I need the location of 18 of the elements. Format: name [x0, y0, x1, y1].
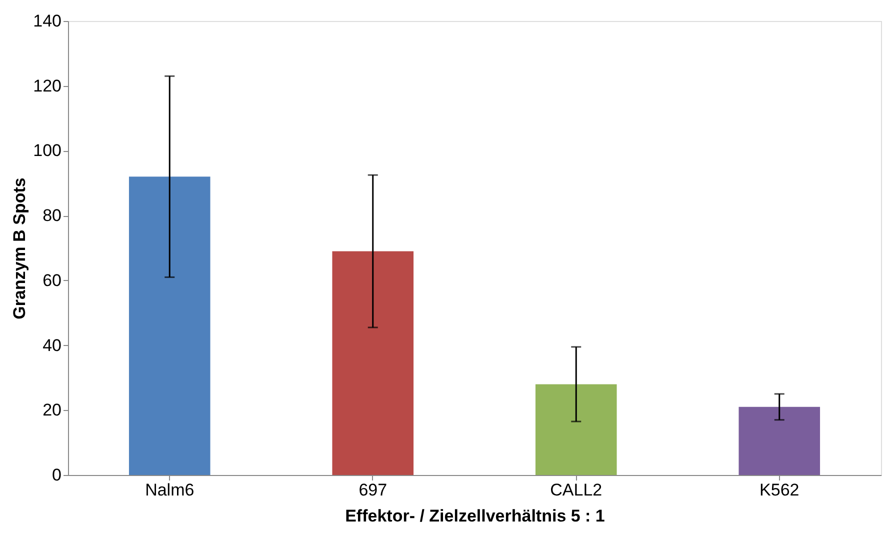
y-axis-title: Granzym B Spots: [10, 178, 30, 320]
bar: [738, 406, 820, 475]
x-tick-label: CALL2: [550, 480, 602, 500]
y-tick-label: 100: [33, 141, 62, 160]
bar: [535, 384, 617, 475]
y-tick-label: 0: [52, 466, 62, 484]
y-tick-label: 120: [33, 76, 62, 96]
x-axis-title: Effektor- / Zielzellverhältnis 5 : 1: [345, 506, 605, 526]
y-tick-label: 80: [42, 206, 62, 226]
x-tick-label: K562: [760, 480, 800, 500]
bar: [128, 176, 210, 475]
x-tick-label: Nalm6: [145, 480, 194, 500]
y-tick-label: 140: [33, 12, 62, 30]
y-tick-label: 20: [42, 400, 62, 420]
y-tick-label: 40: [42, 336, 62, 355]
bar: [332, 251, 414, 475]
x-tick-label: 697: [358, 480, 388, 500]
y-tick-label: 60: [42, 270, 62, 290]
